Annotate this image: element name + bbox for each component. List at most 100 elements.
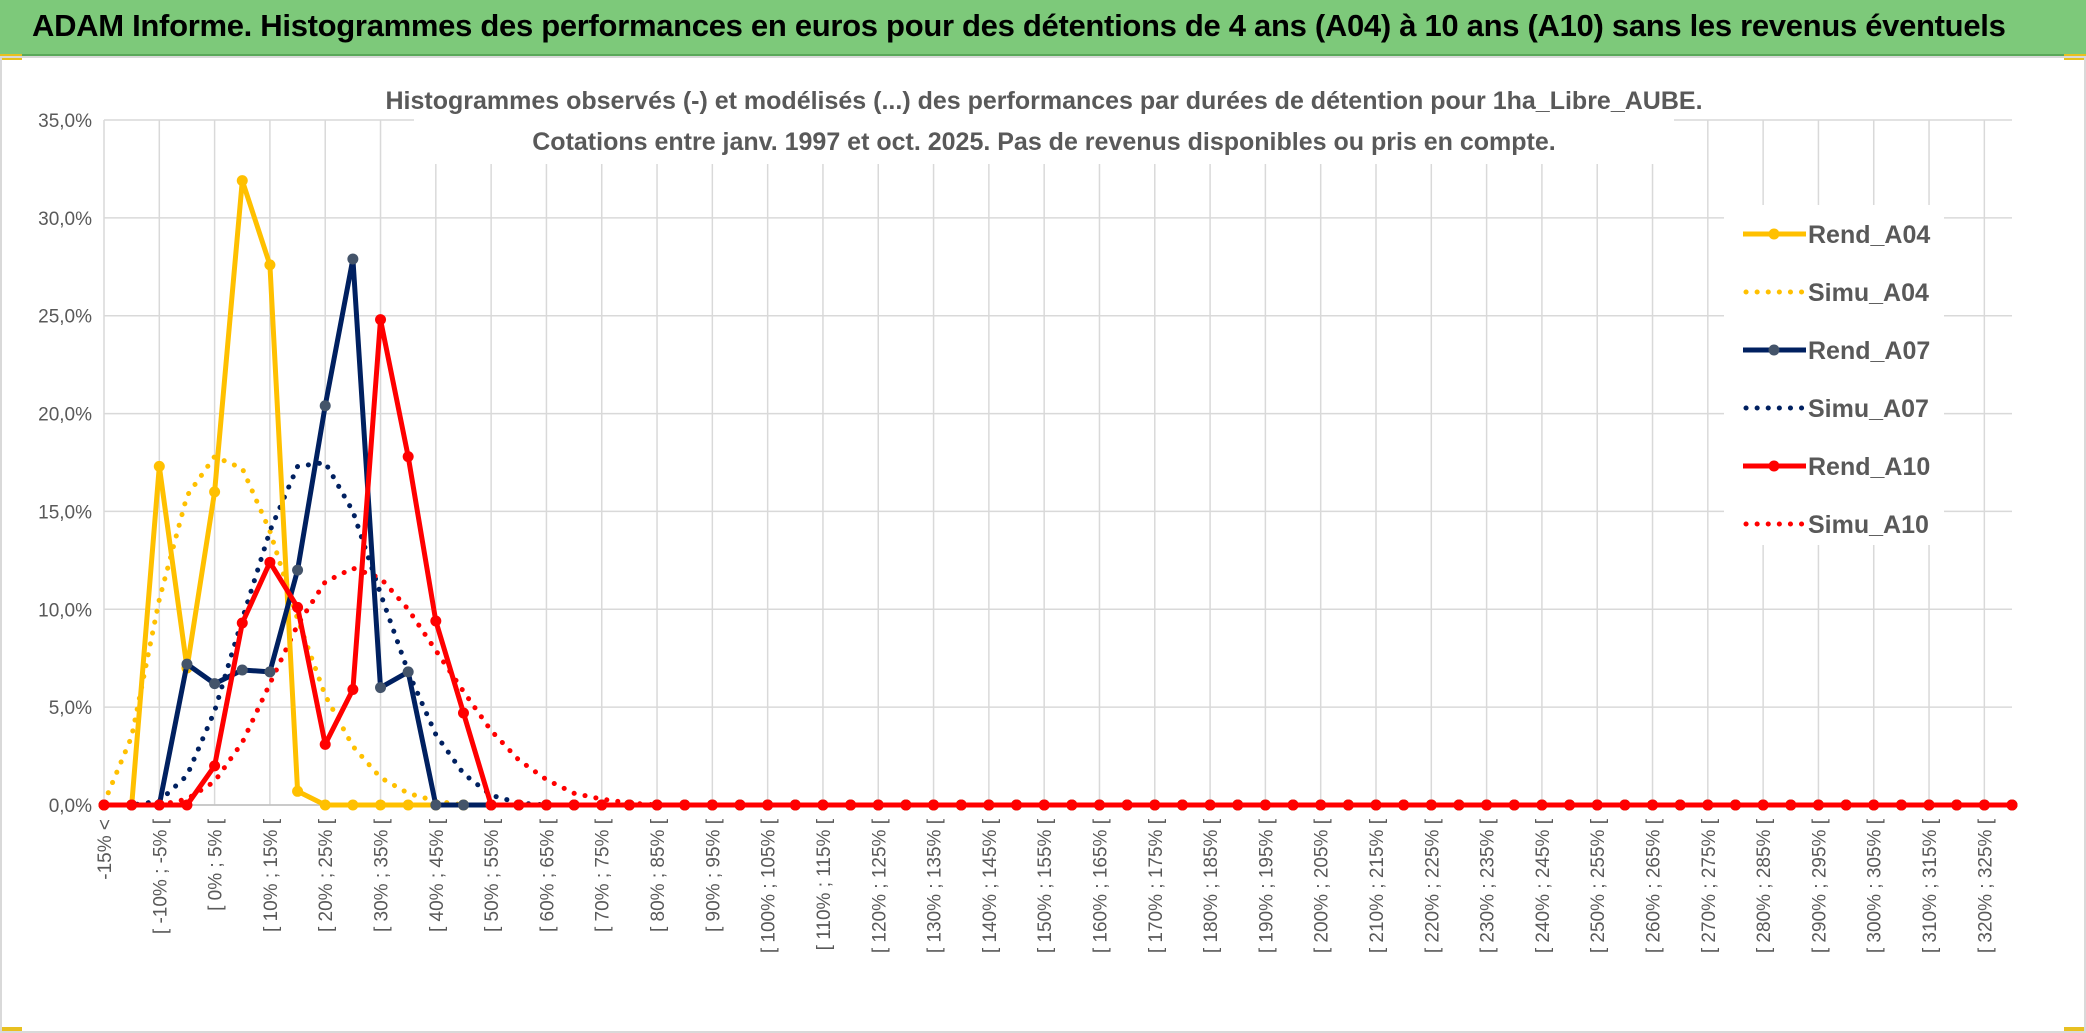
y-tick-label: 30,0% xyxy=(38,209,92,230)
data-point-Rend_A10 xyxy=(817,799,829,811)
data-point-Rend_A07 xyxy=(347,253,359,265)
data-point-Rend_A10 xyxy=(1176,799,1188,811)
legend-label: Simu_A10 xyxy=(1808,511,1929,539)
data-point-Rend_A10 xyxy=(98,799,110,811)
data-point-Rend_A10 xyxy=(513,799,525,811)
x-tick-label: [ 240% ; 245% [ xyxy=(1533,818,1554,953)
legend-label: Rend_A10 xyxy=(1808,453,1930,481)
data-point-Rend_A10 xyxy=(596,799,608,811)
x-tick-label: [ 30% ; 35% [ xyxy=(372,818,393,932)
y-tick-label: 0,0% xyxy=(49,796,92,817)
x-tick-label: [ 40% ; 45% [ xyxy=(427,818,448,932)
data-point-Rend_A10 xyxy=(1342,799,1354,811)
data-point-Rend_A10 xyxy=(319,738,331,750)
x-tick-label: [ 290% ; 295% [ xyxy=(1809,818,1830,953)
data-point-Rend_A10 xyxy=(1702,799,1714,811)
data-point-Rend_A10 xyxy=(1011,799,1023,811)
series-line-Rend_A10 xyxy=(104,317,2012,808)
data-point-Rend_A10 xyxy=(623,799,635,811)
data-point-Rend_A10 xyxy=(1757,799,1769,811)
frame-corner xyxy=(2064,1027,2086,1033)
data-point-Rend_A10 xyxy=(955,799,967,811)
x-tick-label: [ 120% ; 125% [ xyxy=(869,818,890,953)
data-point-Rend_A10 xyxy=(402,451,414,463)
data-point-Rend_A10 xyxy=(1038,799,1050,811)
title-background xyxy=(414,80,1674,164)
data-point-Rend_A10 xyxy=(540,799,552,811)
y-tick-label: 25,0% xyxy=(38,307,92,328)
data-point-Rend_A10 xyxy=(292,601,304,613)
data-point-Rend_A10 xyxy=(928,799,940,811)
data-point-Rend_A10 xyxy=(762,799,774,811)
data-point-Rend_A10 xyxy=(1923,799,1935,811)
data-point-Rend_A10 xyxy=(1536,799,1548,811)
data-point-Rend_A10 xyxy=(1066,799,1078,811)
x-tick-label: [ 170% ; 175% [ xyxy=(1146,818,1167,953)
data-point-Rend_A10 xyxy=(1149,799,1161,811)
data-point-Rend_A04 xyxy=(402,799,414,811)
legend-label: Rend_A04 xyxy=(1808,221,1930,249)
chart-title: Histogrammes observés (-) et modélisés (… xyxy=(385,87,1702,115)
x-tick-label: [ 150% ; 155% [ xyxy=(1035,818,1056,953)
legend-marker xyxy=(1768,344,1780,356)
data-point-Rend_A10 xyxy=(209,760,221,772)
data-point-Rend_A10 xyxy=(845,799,857,811)
x-tick-label: [ 310% ; 315% [ xyxy=(1920,818,1941,953)
plot-area xyxy=(98,175,2018,811)
data-point-Rend_A10 xyxy=(900,799,912,811)
data-point-Rend_A10 xyxy=(1204,799,1216,811)
data-point-Rend_A10 xyxy=(651,799,663,811)
data-point-Rend_A04 xyxy=(209,486,221,498)
data-point-Rend_A10 xyxy=(1785,799,1797,811)
legend-label: Rend_A07 xyxy=(1808,337,1930,365)
x-tick-label: [ 70% ; 75% [ xyxy=(593,818,614,932)
data-point-Rend_A10 xyxy=(789,799,801,811)
data-point-Rend_A10 xyxy=(264,556,276,568)
data-point-Rend_A10 xyxy=(1812,799,1824,811)
data-point-Rend_A07 xyxy=(402,666,414,678)
x-tick-label: [ 130% ; 135% [ xyxy=(925,818,946,953)
x-tick-label: [ 10% ; 15% [ xyxy=(261,818,282,932)
y-tick-label: 5,0% xyxy=(49,698,92,719)
x-tick-label: [ 250% ; 255% [ xyxy=(1588,818,1609,953)
data-point-Rend_A10 xyxy=(485,799,497,811)
x-tick-label: [ 140% ; 145% [ xyxy=(980,818,1001,953)
data-point-Rend_A10 xyxy=(568,799,580,811)
data-point-Rend_A10 xyxy=(1259,799,1271,811)
data-point-Rend_A10 xyxy=(1093,799,1105,811)
data-point-Rend_A10 xyxy=(679,799,691,811)
data-point-Rend_A10 xyxy=(126,799,138,811)
data-point-Rend_A07 xyxy=(236,664,248,676)
data-point-Rend_A10 xyxy=(1647,799,1659,811)
x-tick-label: [ 110% ; 115% [ xyxy=(814,818,835,950)
x-tick-label: -15% < xyxy=(95,819,116,880)
data-point-Rend_A07 xyxy=(264,666,276,678)
y-tick-label: 10,0% xyxy=(38,600,92,621)
data-point-Rend_A04 xyxy=(236,175,248,187)
data-point-Rend_A10 xyxy=(1287,799,1299,811)
data-point-Rend_A10 xyxy=(1370,799,1382,811)
data-point-Rend_A07 xyxy=(457,799,469,811)
x-tick-label: [ 260% ; 265% [ xyxy=(1644,818,1665,953)
data-point-Rend_A10 xyxy=(1232,799,1244,811)
data-point-Rend_A04 xyxy=(375,799,387,811)
chart-frame xyxy=(0,56,2086,1033)
x-tick-label: [ 160% ; 165% [ xyxy=(1090,818,1111,953)
data-point-Rend_A04 xyxy=(153,460,165,472)
x-tick-label: [ 230% ; 235% [ xyxy=(1478,818,1499,953)
data-point-Rend_A10 xyxy=(1674,799,1686,811)
x-tick-label: [ 200% ; 205% [ xyxy=(1312,818,1333,953)
data-point-Rend_A10 xyxy=(236,617,248,629)
data-point-Rend_A10 xyxy=(347,684,359,696)
legend-background xyxy=(1724,205,1944,545)
x-tick-label: [ 60% ; 65% [ xyxy=(537,818,558,932)
x-tick-label: [ 0% ; 5% [ xyxy=(206,818,227,911)
data-point-Rend_A10 xyxy=(1729,799,1741,811)
frame-corner xyxy=(0,1027,22,1033)
data-point-Rend_A10 xyxy=(430,615,442,627)
x-tick-label: [ -10% ; -5% [ xyxy=(150,818,171,934)
data-point-Rend_A07 xyxy=(319,400,331,412)
data-point-Rend_A10 xyxy=(1868,799,1880,811)
y-tick-label: 35,0% xyxy=(38,111,92,132)
data-point-Rend_A04 xyxy=(292,785,304,797)
